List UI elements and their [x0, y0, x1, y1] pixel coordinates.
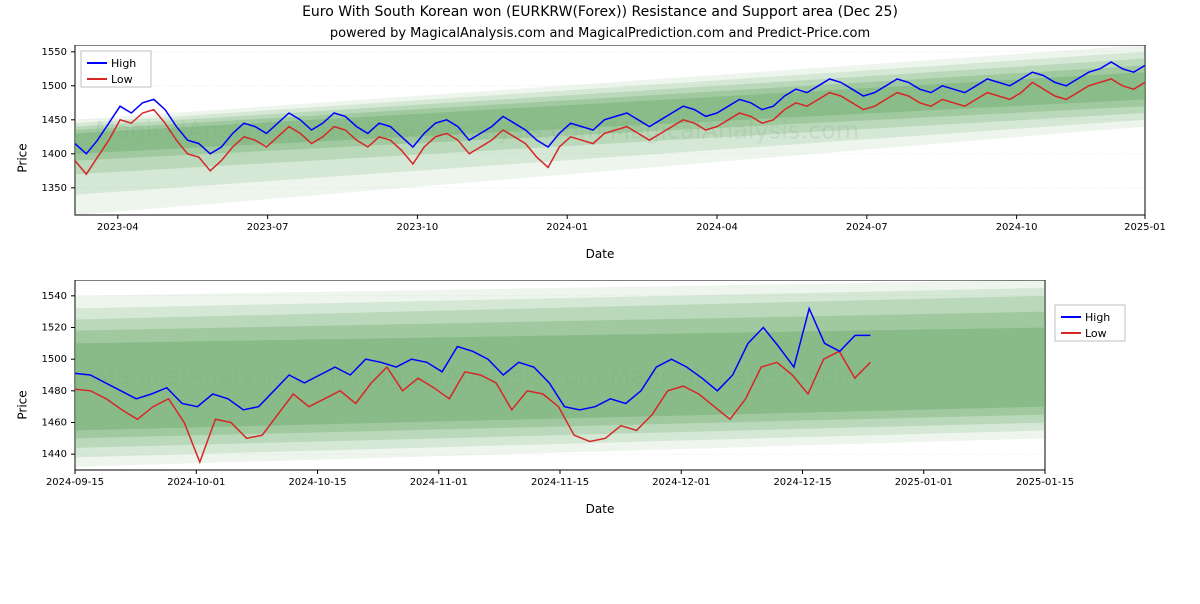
top-chart: Price MagicalAnalysis.com MagicalAnalysi…	[0, 45, 1200, 270]
svg-text:Low: Low	[111, 73, 133, 86]
svg-text:2023-04: 2023-04	[97, 222, 139, 233]
bottom-chart: Price MagicalAnalysis.com MagicalAnalysi…	[0, 280, 1200, 530]
bottom-xlabel: Date	[0, 502, 1200, 516]
top-ylabel: Price	[16, 143, 30, 172]
svg-text:1500: 1500	[42, 354, 67, 365]
svg-text:2024-10: 2024-10	[996, 222, 1038, 233]
svg-text:1540: 1540	[42, 291, 67, 302]
svg-text:1350: 1350	[42, 183, 67, 194]
svg-text:2024-11-01: 2024-11-01	[410, 477, 468, 488]
bottom-ylabel: Price	[16, 390, 30, 419]
top-xlabel: Date	[0, 247, 1200, 261]
svg-text:1450: 1450	[42, 115, 67, 126]
svg-text:1500: 1500	[42, 81, 67, 92]
chart-subtitle: powered by MagicalAnalysis.com and Magic…	[0, 26, 1200, 41]
svg-text:2025-01: 2025-01	[1124, 222, 1166, 233]
svg-text:2024-01: 2024-01	[546, 222, 588, 233]
top-chart-svg: MagicalAnalysis.com MagicalAnalysis.com …	[0, 45, 1200, 245]
svg-text:1460: 1460	[42, 418, 67, 429]
svg-text:1550: 1550	[42, 47, 67, 58]
svg-text:High: High	[1085, 311, 1110, 324]
svg-text:2024-10-01: 2024-10-01	[167, 477, 225, 488]
chart-title: Euro With South Korean won (EURKRW(Forex…	[0, 4, 1200, 20]
svg-text:2024-12-01: 2024-12-01	[652, 477, 710, 488]
svg-text:2023-10: 2023-10	[397, 222, 439, 233]
svg-text:2024-04: 2024-04	[696, 222, 738, 233]
bottom-chart-svg: MagicalAnalysis.com MagicalAnalysis.com …	[0, 280, 1200, 500]
svg-text:2024-07: 2024-07	[846, 222, 888, 233]
svg-text:2024-09-15: 2024-09-15	[46, 477, 104, 488]
svg-text:1440: 1440	[42, 449, 67, 460]
svg-text:2024-11-15: 2024-11-15	[531, 477, 589, 488]
svg-text:2025-01-01: 2025-01-01	[895, 477, 953, 488]
svg-text:1400: 1400	[42, 149, 67, 160]
svg-text:2024-10-15: 2024-10-15	[288, 477, 346, 488]
svg-text:1520: 1520	[42, 323, 67, 334]
svg-text:High: High	[111, 57, 136, 70]
svg-text:Low: Low	[1085, 327, 1107, 340]
svg-text:2023-07: 2023-07	[247, 222, 289, 233]
svg-text:1480: 1480	[42, 386, 67, 397]
svg-text:2024-12-15: 2024-12-15	[773, 477, 831, 488]
svg-text:2025-01-15: 2025-01-15	[1016, 477, 1074, 488]
